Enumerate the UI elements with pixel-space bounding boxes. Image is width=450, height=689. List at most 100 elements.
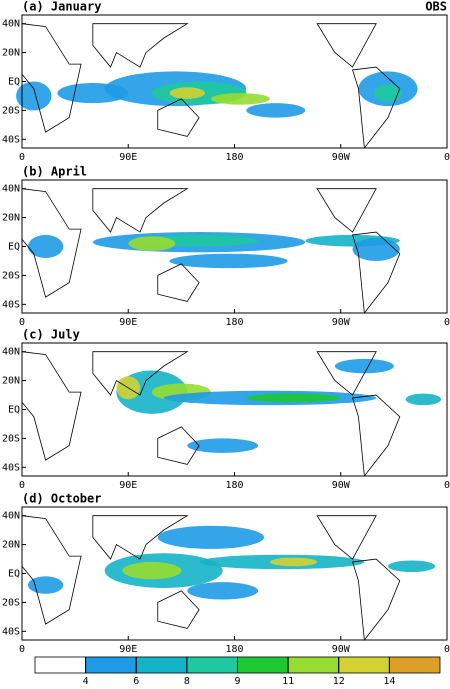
x-tick-label: 90W: [332, 644, 351, 655]
map-frame: [21, 506, 448, 641]
colorbar-swatch: [237, 656, 289, 674]
rain-band: [373, 84, 403, 102]
y-tick-label: 40S: [2, 626, 20, 637]
y-tick-label: 20S: [2, 270, 20, 281]
coastline: [21, 23, 82, 133]
colorbar-label: 14: [383, 676, 395, 685]
colorbar-label: 6: [133, 676, 139, 685]
rain-band: [187, 582, 259, 600]
coastline: [92, 188, 189, 233]
colorbar-swatch: [388, 656, 441, 674]
x-tick-label: 90W: [332, 317, 351, 328]
colorbar-swatch: [85, 656, 137, 674]
coastline: [316, 188, 377, 233]
y-tick-label: 40S: [2, 134, 20, 145]
coastline: [21, 188, 82, 298]
coastline: [157, 98, 200, 137]
x-tick-label: 90E: [119, 644, 137, 655]
rain-band: [27, 234, 64, 259]
rain-band: [16, 81, 52, 111]
colorbar-swatch: [287, 656, 340, 674]
x-tick-label: 180: [225, 644, 243, 655]
coastline: [352, 394, 401, 478]
rain-band: [187, 438, 259, 453]
x-tick-label: 0: [19, 644, 25, 655]
y-tick-label: EQ: [8, 242, 20, 253]
rain-band: [122, 561, 182, 580]
rain-band: [57, 82, 129, 104]
coastline: [92, 23, 189, 68]
coastline: [157, 590, 200, 629]
panel-title: (d) October: [22, 492, 101, 506]
y-tick-label: 40S: [2, 299, 20, 310]
rain-band: [334, 358, 394, 374]
coastline: [157, 426, 200, 465]
y-tick-label: 40S: [2, 462, 20, 473]
panel-title: (c) July: [22, 328, 80, 342]
x-tick-label: 0: [444, 152, 450, 163]
coastline: [21, 515, 82, 625]
rain-band: [169, 253, 288, 269]
x-tick-label: 0: [444, 480, 450, 491]
y-tick-label: 20S: [2, 105, 20, 116]
colorbar-label: 8: [184, 676, 190, 685]
y-tick-label: 40N: [2, 19, 20, 30]
coastline: [92, 515, 189, 560]
colorbar-label: 9: [234, 676, 240, 685]
y-tick-label: 40N: [2, 347, 20, 358]
x-tick-label: 0: [19, 317, 25, 328]
coastline: [316, 23, 377, 68]
colorbar-label: 12: [333, 676, 345, 685]
coastline: [92, 351, 189, 396]
x-tick-label: 0: [19, 480, 25, 491]
rain-band: [246, 103, 306, 118]
x-tick-label: 90E: [119, 152, 137, 163]
rain-band: [387, 560, 436, 573]
coastline: [316, 351, 377, 396]
colorbar-label: 11: [282, 676, 294, 685]
rain-band: [210, 93, 270, 105]
x-tick-label: 0: [444, 644, 450, 655]
x-tick-label: 90W: [332, 480, 351, 491]
y-tick-label: 20S: [2, 433, 20, 444]
x-tick-label: 180: [225, 152, 243, 163]
y-tick-label: 20N: [2, 213, 20, 224]
y-tick-label: 20N: [2, 540, 20, 551]
x-tick-label: 0: [444, 317, 450, 328]
coastline: [316, 515, 377, 560]
y-tick-label: EQ: [8, 77, 20, 88]
x-tick-label: 90E: [119, 317, 137, 328]
rain-band: [128, 236, 176, 251]
coastline: [21, 351, 82, 461]
panel-title: (a) January: [22, 0, 101, 14]
y-tick-label: 40N: [2, 511, 20, 522]
y-tick-label: EQ: [8, 569, 20, 580]
panel-label: OBS: [425, 0, 447, 14]
x-tick-label: 90E: [119, 480, 137, 491]
rain-band: [246, 393, 341, 403]
rain-band: [269, 557, 318, 567]
panel-title: (b) April: [22, 165, 87, 179]
x-tick-label: 180: [225, 480, 243, 491]
x-tick-label: 90W: [332, 152, 351, 163]
coastline: [157, 263, 200, 302]
colorbar-swatch: [186, 656, 238, 674]
coastline: [352, 231, 401, 315]
y-tick-label: 20S: [2, 597, 20, 608]
rain-band: [27, 576, 64, 594]
x-tick-label: 180: [225, 317, 243, 328]
y-tick-label: EQ: [8, 405, 20, 416]
rain-band: [157, 525, 265, 549]
colorbar-swatch: [135, 656, 188, 674]
colorbar-swatch: [34, 656, 87, 674]
y-tick-label: 20N: [2, 48, 20, 59]
rain-band: [405, 393, 442, 406]
colorbar-label: 4: [83, 676, 89, 685]
coastline: [352, 558, 401, 642]
rain-band: [169, 87, 205, 99]
y-tick-label: 20N: [2, 376, 20, 387]
x-tick-label: 0: [19, 152, 25, 163]
colorbar-swatch: [338, 656, 390, 674]
coastline: [352, 66, 401, 150]
